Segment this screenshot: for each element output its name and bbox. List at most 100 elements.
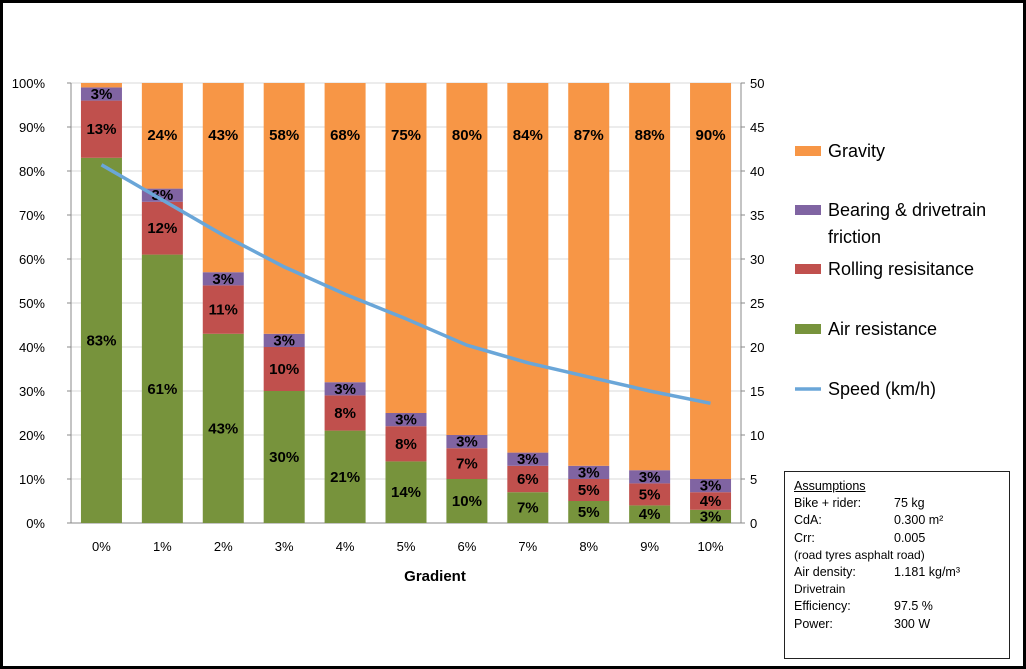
data-label: 84% [513,127,543,144]
data-label: 43% [208,420,238,437]
data-label: 3% [700,478,722,495]
y-tick-label: 100% [12,76,46,91]
x-tick-label: 10% [698,539,724,554]
y-tick-label: 0% [26,516,45,531]
data-label: 3% [517,451,539,468]
bar-segment-gravity [629,83,671,471]
bar-segment-rolling-resisitance [507,465,549,493]
data-label: 6% [517,471,539,488]
x-tick-label: 0% [92,539,111,554]
bar-segment-rolling-resisitance [690,492,732,510]
bar-segment-gravity [141,83,183,189]
x-tick-label: 9% [640,539,659,554]
bar-segment-gravity [324,83,366,383]
efficiency-value: 97.5 % [894,599,933,614]
bar-segment-air-resistance [202,333,244,523]
data-label: 90% [696,127,726,144]
bar-segment-gravity [568,83,610,466]
air-density-label: Air density: [794,565,856,580]
data-label: 87% [574,127,604,144]
data-label: 58% [269,127,299,144]
legend-swatch [795,264,821,274]
data-label: 24% [147,127,177,144]
legend-label: Rolling resisitance [828,259,974,279]
cda-label: CdA: [794,513,822,528]
bike-rider-label: Bike + rider: [794,496,862,511]
x-tick-label: 8% [579,539,598,554]
y-tick-label: 40% [19,340,45,355]
data-label: 3% [334,381,356,398]
y2-tick-label: 0 [750,516,757,531]
y-tick-label: 90% [19,120,45,135]
y-tick-label: 30% [19,384,45,399]
data-label: 3% [91,86,113,103]
data-label: 75% [391,127,421,144]
data-label: 10% [452,493,482,510]
bar-segment-bearing-drivetrain-friction [202,272,244,286]
y-tick-label: 60% [19,252,45,267]
data-label: 5% [578,504,600,521]
legend-swatch [795,205,821,215]
stacked-bar-chart: 0% 10% 20% 30% 40% 50% 60% 70% 80% 90% 100% 0 5 10 15 2… [12,76,986,585]
assumption-air-density: Air density: 1.181 kg/m³ [794,564,1001,581]
bar-segment-air-resistance [385,461,427,523]
y2-tick-label: 5 [750,472,757,487]
bar-segment-gravity [690,83,732,479]
data-label: 30% [269,449,299,466]
bar-segment-bearing-drivetrain-friction [263,333,305,347]
efficiency-label: Efficiency: [794,599,851,614]
cda-value: 0.300 m² [894,513,944,528]
bar-segment-gravity [385,83,427,413]
data-label: 5% [578,482,600,499]
bar-segment-air-resistance [263,391,305,523]
assumption-bike-rider: Bike + rider: 75 kg [794,495,1001,512]
crr-note: (road tyres asphalt road) [794,547,925,562]
data-label: 88% [635,127,665,144]
data-label: 10% [269,361,299,378]
bar-segment-air-resistance [568,501,610,523]
data-label: 68% [330,127,360,144]
legend-label: Gravity [828,141,885,161]
data-label: 4% [700,493,722,510]
y-tick-label: 80% [19,164,45,179]
data-label: 12% [147,220,177,237]
bar-segment-air-resistance [141,254,183,523]
x-axis-title: Gradient [404,568,466,585]
data-label: 5% [639,486,661,503]
bar-segment-gravity [446,83,488,435]
assumptions-title: Assumptions [794,479,866,493]
power-label: Power: [794,616,833,631]
assumption-power: Power: 300 W [794,616,1001,633]
y2-tick-label: 45 [750,120,764,135]
data-label: 80% [452,127,482,144]
bar-segment-rolling-resisitance [141,201,183,255]
data-label: 8% [395,436,417,453]
x-tick-label: 2% [214,539,233,554]
bar-segment-bearing-drivetrain-friction [141,188,183,202]
legend-swatch [795,324,821,334]
data-label: 3% [578,464,600,481]
bar-segment-air-resistance [446,479,488,523]
x-tick-label: 3% [275,539,294,554]
drivetrain-label: Drivetrain [794,582,846,597]
bar-segment-bearing-drivetrain-friction [629,470,671,484]
data-label: 3% [273,332,295,349]
bar-segment-air-resistance [80,157,122,524]
y2-tick-label: 10 [750,428,764,443]
bar-segment-gravity [80,83,122,88]
legend-label: Air resistance [828,319,937,339]
legend-label: Bearing & drivetrain friction [828,200,986,247]
bar-segment-rolling-resisitance [263,347,305,391]
bar-segment-rolling-resisitance [385,426,427,462]
data-label: 3% [700,508,722,525]
data-label: 7% [456,456,478,473]
bar-segment-air-resistance [690,509,732,523]
bar-segment-rolling-resisitance [324,395,366,431]
y-tick-label: 70% [19,208,45,223]
data-label: 43% [208,127,238,144]
y2-tick-label: 15 [750,384,764,399]
bar-segment-bearing-drivetrain-friction [507,452,549,466]
data-label: 14% [391,484,421,501]
power-value: 300 W [894,616,931,631]
